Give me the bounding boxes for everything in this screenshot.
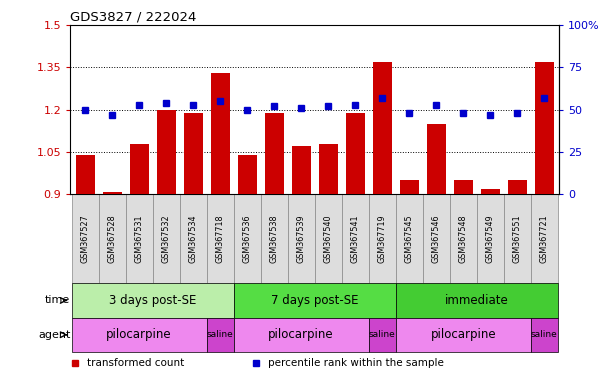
Bar	[261, 194, 288, 283]
Bar	[238, 155, 257, 194]
Bar	[233, 194, 261, 283]
Bar	[315, 194, 342, 283]
Text: immediate: immediate	[445, 294, 508, 307]
Text: percentile rank within the sample: percentile rank within the sample	[268, 358, 444, 368]
Bar	[454, 180, 473, 194]
Bar	[346, 113, 365, 194]
Text: GSM367531: GSM367531	[134, 215, 144, 263]
Bar	[291, 146, 310, 194]
Text: time: time	[45, 295, 70, 305]
Text: GSM367532: GSM367532	[162, 215, 170, 263]
Bar	[368, 194, 396, 283]
Text: GSM367527: GSM367527	[81, 215, 90, 263]
Bar	[400, 180, 419, 194]
Text: GSM367721: GSM367721	[540, 215, 549, 263]
Bar	[71, 194, 98, 283]
Text: saline: saline	[207, 330, 233, 339]
Bar	[184, 113, 203, 194]
Bar	[207, 318, 233, 352]
Bar	[98, 194, 126, 283]
Bar	[130, 144, 148, 194]
Bar	[531, 194, 558, 283]
Text: saline: saline	[531, 330, 558, 339]
Bar	[396, 283, 558, 318]
Bar	[450, 194, 477, 283]
Bar	[126, 194, 153, 283]
Bar	[396, 318, 531, 352]
Text: GSM367538: GSM367538	[269, 215, 279, 263]
Text: agent: agent	[38, 330, 70, 340]
Text: GSM367536: GSM367536	[243, 215, 252, 263]
Text: GSM367719: GSM367719	[378, 215, 387, 263]
Text: pilocarpine: pilocarpine	[268, 328, 334, 341]
Bar	[71, 318, 207, 352]
Text: saline: saline	[369, 330, 395, 339]
Bar	[342, 194, 368, 283]
Bar	[396, 194, 423, 283]
Bar	[207, 194, 233, 283]
Bar	[233, 318, 368, 352]
Bar	[508, 180, 527, 194]
Text: GSM367539: GSM367539	[297, 215, 306, 263]
Text: GSM367528: GSM367528	[108, 215, 117, 263]
Text: pilocarpine: pilocarpine	[106, 328, 172, 341]
Text: GSM367549: GSM367549	[486, 215, 495, 263]
Text: 7 days post-SE: 7 days post-SE	[271, 294, 359, 307]
Bar	[288, 194, 315, 283]
Bar	[503, 194, 531, 283]
Bar	[319, 144, 338, 194]
Bar	[233, 283, 396, 318]
Text: GSM367546: GSM367546	[432, 215, 441, 263]
Bar	[373, 62, 392, 194]
Text: GSM367718: GSM367718	[216, 215, 225, 263]
Bar	[156, 110, 175, 194]
Text: GSM367545: GSM367545	[404, 215, 414, 263]
Bar	[477, 194, 503, 283]
Text: 3 days post-SE: 3 days post-SE	[109, 294, 196, 307]
Bar	[368, 318, 396, 352]
Bar	[531, 318, 558, 352]
Bar	[153, 194, 180, 283]
Text: GSM367548: GSM367548	[459, 215, 467, 263]
Bar	[76, 155, 95, 194]
Bar	[481, 189, 500, 194]
Bar	[180, 194, 207, 283]
Text: GSM367540: GSM367540	[324, 215, 332, 263]
Bar	[535, 62, 554, 194]
Text: GDS3827 / 222024: GDS3827 / 222024	[70, 11, 197, 24]
Text: transformed count: transformed count	[87, 358, 185, 368]
Text: pilocarpine: pilocarpine	[430, 328, 496, 341]
Bar	[423, 194, 450, 283]
Bar	[103, 192, 122, 194]
Text: GSM367551: GSM367551	[513, 215, 522, 263]
Bar	[211, 73, 230, 194]
Bar	[71, 283, 233, 318]
Text: GSM367541: GSM367541	[351, 215, 360, 263]
Text: GSM367534: GSM367534	[189, 215, 197, 263]
Bar	[265, 113, 284, 194]
Bar	[426, 124, 445, 194]
